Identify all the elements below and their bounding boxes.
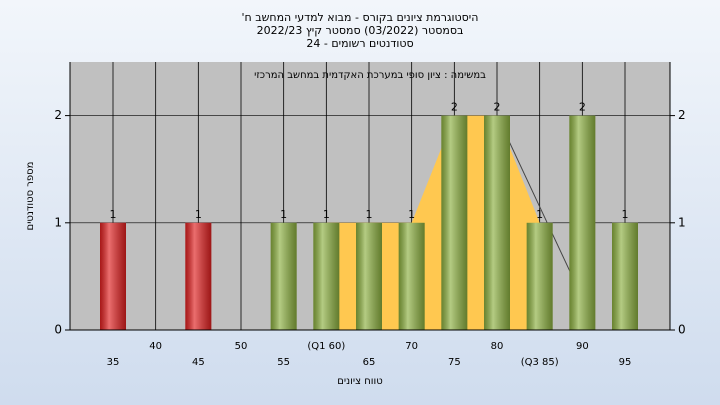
x-tick-label: 40 <box>149 341 162 352</box>
bar-shade <box>441 115 468 330</box>
title-line: היסטוגרמת ציונים בקורס - מבוא למדעי המחש… <box>242 11 479 24</box>
y2-tick-label: 1 <box>678 215 686 229</box>
title-line: סטודנטים רשומים - 24 <box>306 37 413 50</box>
x-tick-label: (Q3 85) <box>521 357 559 368</box>
x-tick-label: 45 <box>192 357 205 368</box>
value-label: 1 <box>110 208 117 221</box>
x-tick-label: 55 <box>277 357 290 368</box>
y2-tick-label: 2 <box>678 108 686 122</box>
line <box>496 115 583 299</box>
value-label: 1 <box>366 208 373 221</box>
title-line: בסמסטר (03/2022) סמסטר קיץ 2022/23 <box>257 24 464 37</box>
value-label: 1 <box>195 208 202 221</box>
bar-shade <box>356 222 382 330</box>
x-tick-label: 70 <box>405 341 418 352</box>
bar-shade <box>526 222 553 330</box>
value-label: 1 <box>323 208 330 221</box>
bar-shade <box>185 222 212 330</box>
y-tick-label: 2 <box>54 108 62 122</box>
y-tick-label: 0 <box>54 323 62 337</box>
x-axis-label: טווח ציונים <box>337 376 382 387</box>
x-tick-label: 95 <box>619 357 632 368</box>
value-label: 1 <box>408 208 415 221</box>
value-label: 2 <box>579 101 586 114</box>
value-label: 2 <box>494 101 501 114</box>
y-tick-label: 1 <box>54 215 62 229</box>
x-tick-label: 80 <box>491 341 504 352</box>
bar-shade <box>398 222 425 330</box>
bar-shade <box>484 115 510 330</box>
x-tick-label: 50 <box>235 341 248 352</box>
bar-shade <box>100 222 126 330</box>
bar-shade <box>569 115 596 330</box>
x-tick-label: (Q1 60) <box>307 341 345 352</box>
value-label: 1 <box>536 208 543 221</box>
bar-shade <box>270 222 297 330</box>
bar-shade <box>612 222 638 330</box>
x-tick-label: 90 <box>576 341 589 352</box>
annotation: במשימה : ציון סופי במערכת האקדמית במחשב … <box>254 70 486 81</box>
value-label: 1 <box>622 208 629 221</box>
y-axis-label: מספר סטודנטים <box>25 162 36 231</box>
value-label: 2 <box>451 101 458 114</box>
x-tick-label: 35 <box>107 357 120 368</box>
value-label: 1 <box>280 208 287 221</box>
bar-shade <box>313 222 340 330</box>
x-tick-label: 65 <box>363 357 376 368</box>
x-tick-label: 75 <box>448 357 461 368</box>
y2-tick-label: 0 <box>678 323 686 337</box>
